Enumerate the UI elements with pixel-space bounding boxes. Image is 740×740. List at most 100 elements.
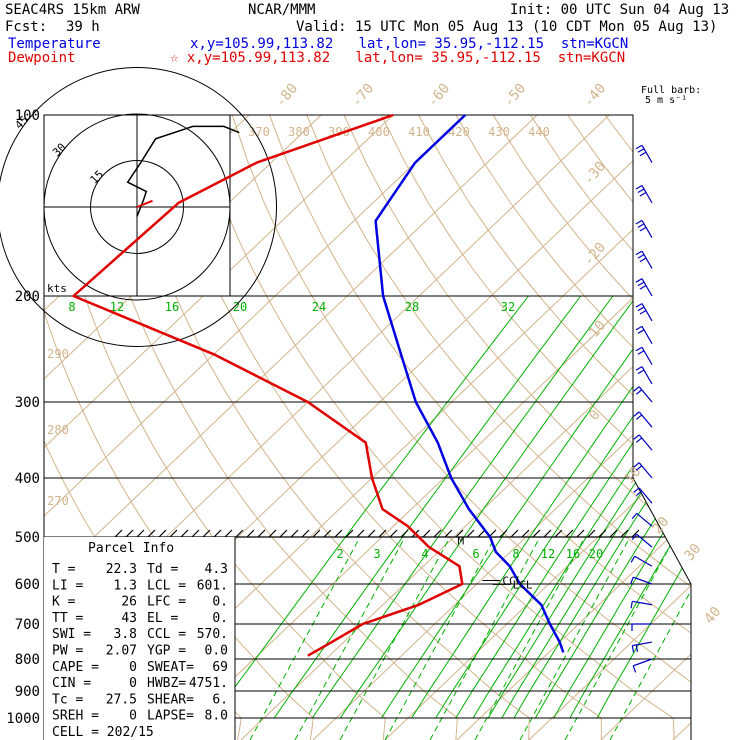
barb-legend-value: 5 m s⁻¹: [645, 95, 688, 106]
isotherm-line: [456, 115, 691, 740]
wind-barb-flag: [635, 278, 643, 283]
isotherm-tick-label: -80: [273, 81, 302, 111]
moist-adiabat-line: [474, 536, 586, 740]
wind-barb-flag: [635, 325, 643, 331]
wind-barb: [635, 250, 653, 269]
freezing-level-hatch: [169, 529, 178, 538]
wind-barb-staff: [641, 278, 653, 297]
dewpoint-legend: Dewpoint: [8, 50, 76, 66]
parcel-value: 4.3: [205, 562, 228, 577]
mixing-ratio-line: [501, 295, 691, 719]
init-time: Init: 00 UTC Sun 04 Aug 13: [510, 2, 730, 18]
parcel-label: CAPE =: [52, 660, 99, 675]
freezing-level-hatch: [444, 529, 453, 538]
wind-barb-staff: [638, 411, 653, 428]
freezing-level-hatch: [290, 529, 299, 538]
wind-barb-flag: [635, 389, 643, 395]
parcel-label: LCL =: [147, 578, 186, 593]
parcel-value: 0.0: [205, 644, 228, 659]
mixing-ratio-label: 28: [405, 300, 419, 314]
wind-barb-flag: [633, 462, 640, 468]
freezing-level-hatch: [466, 529, 475, 538]
wind-barb-flag: [635, 366, 643, 371]
moist-adiabat-line: [564, 536, 676, 740]
wind-barb-flag: [637, 350, 645, 355]
wind-barb-flag: [639, 151, 647, 157]
wind-barb-flag: [633, 487, 640, 493]
wind-barb: [631, 512, 653, 527]
dry-adiabat-line: [343, 115, 691, 740]
wind-barb-flag: [635, 465, 643, 471]
freezing-level-hatch: [477, 529, 486, 538]
wind-barb-staff: [638, 487, 653, 504]
temperature-line: [374, 114, 565, 653]
dry-adiabat-line: [567, 115, 691, 740]
freezing-level-hatch: [499, 529, 508, 538]
wind-barb: [635, 144, 653, 163]
wind-barb-flag: [639, 226, 647, 232]
wind-barb-flag: [635, 346, 643, 352]
marker-label: LCL: [513, 578, 533, 591]
freezing-level-hatch: [191, 529, 200, 538]
wind-barb-flag: [630, 555, 636, 563]
wind-barb: [635, 325, 653, 344]
storm-motion-vector: [136, 199, 153, 208]
dewpoint-location: ☆ x,y=105.99,113.82 lat,lon= 35.95,-112.…: [170, 50, 626, 66]
dry-adiabat-line: [0, 115, 25, 740]
isotherm-tick-label: -70: [349, 81, 378, 111]
dry-adiabat-line: [231, 115, 691, 740]
dry-adiabat-line: [679, 115, 691, 740]
parcel-label: LAPSE=: [147, 709, 194, 724]
isotherm-tick-label: 0: [586, 407, 604, 424]
freezing-level-hatch: [202, 529, 211, 538]
wind-barb: [633, 411, 653, 428]
hodograph-ring: [43, 113, 231, 301]
dry-adiabat-line: [306, 115, 691, 740]
wind-barb-flag: [631, 645, 635, 653]
freezing-level-hatch: [356, 529, 365, 538]
freezing-level-hatch: [125, 529, 134, 538]
freezing-level-hatch: [554, 529, 563, 538]
wind-barb-flag: [637, 306, 645, 312]
isotherm-tick-label: 30: [681, 541, 704, 564]
pressure-tick-label: 700: [15, 617, 40, 633]
isotherm-tick-label: -60: [425, 81, 454, 111]
parcel-value: 3.8: [114, 627, 137, 642]
parcel-label: LFC =: [147, 595, 186, 610]
freezing-level-hatch: [422, 529, 431, 538]
dry-adiabat-label: 410: [408, 125, 430, 139]
hodograph-units: kts: [47, 282, 67, 295]
freezing-level-hatch: [543, 529, 552, 538]
moist-adiabat-line: [249, 536, 361, 740]
parcel-label: LI =: [52, 578, 83, 593]
isotherm-line: [528, 115, 691, 740]
organization: NCAR/MMM: [248, 2, 316, 18]
parcel-label: CCL =: [147, 627, 186, 642]
dry-adiabat-label: 430: [488, 125, 510, 139]
mixing-ratio-label: 3: [373, 547, 380, 561]
wind-barb: [633, 487, 653, 504]
freezing-level-hatch: [367, 529, 376, 538]
freezing-level-hatch: [389, 529, 398, 538]
wind-barb-staff: [641, 366, 653, 385]
wind-barb-flag: [637, 148, 645, 153]
wind-barb-staff: [632, 600, 653, 606]
hodograph-ring: [0, 67, 277, 347]
wind-barb: [633, 434, 653, 451]
wind-barb-flag: [635, 490, 643, 496]
isotherm-tick-label: 10: [621, 464, 644, 487]
wind-barb: [631, 533, 653, 548]
isotherm-line: [600, 115, 691, 740]
wind-barbs: [630, 144, 653, 673]
pressure-tick-label: 300: [15, 395, 40, 411]
wind-barb-flag: [630, 576, 634, 584]
parcel-label: SHEAR=: [147, 692, 194, 707]
wind-barb-flag: [633, 386, 640, 392]
dry-adiabat-line: [418, 115, 691, 740]
wind-barb-staff: [641, 326, 653, 344]
chart-annotations: [114, 529, 640, 538]
temperature-location: x,y=105.99,113.82 lat,lon= 35.95,-112.15…: [190, 36, 629, 52]
dry-adiabat-line: [157, 115, 602, 740]
parcel-info-box: Parcel Info T = 22.3 Td = 4.3 LI = 1.3 LCL = 601…: [44, 537, 236, 740]
freezing-level-hatch: [598, 529, 607, 538]
